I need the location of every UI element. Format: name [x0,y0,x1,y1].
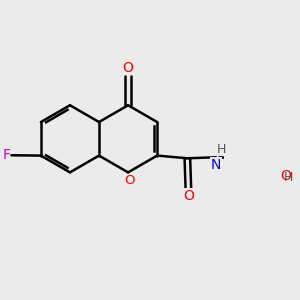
Text: H: H [216,142,226,156]
Text: O: O [124,174,134,187]
Text: O: O [280,169,291,183]
Text: F: F [2,148,11,162]
Text: H: H [284,171,293,184]
Text: O: O [123,61,134,75]
Text: O: O [183,189,194,203]
Text: N: N [211,158,221,172]
